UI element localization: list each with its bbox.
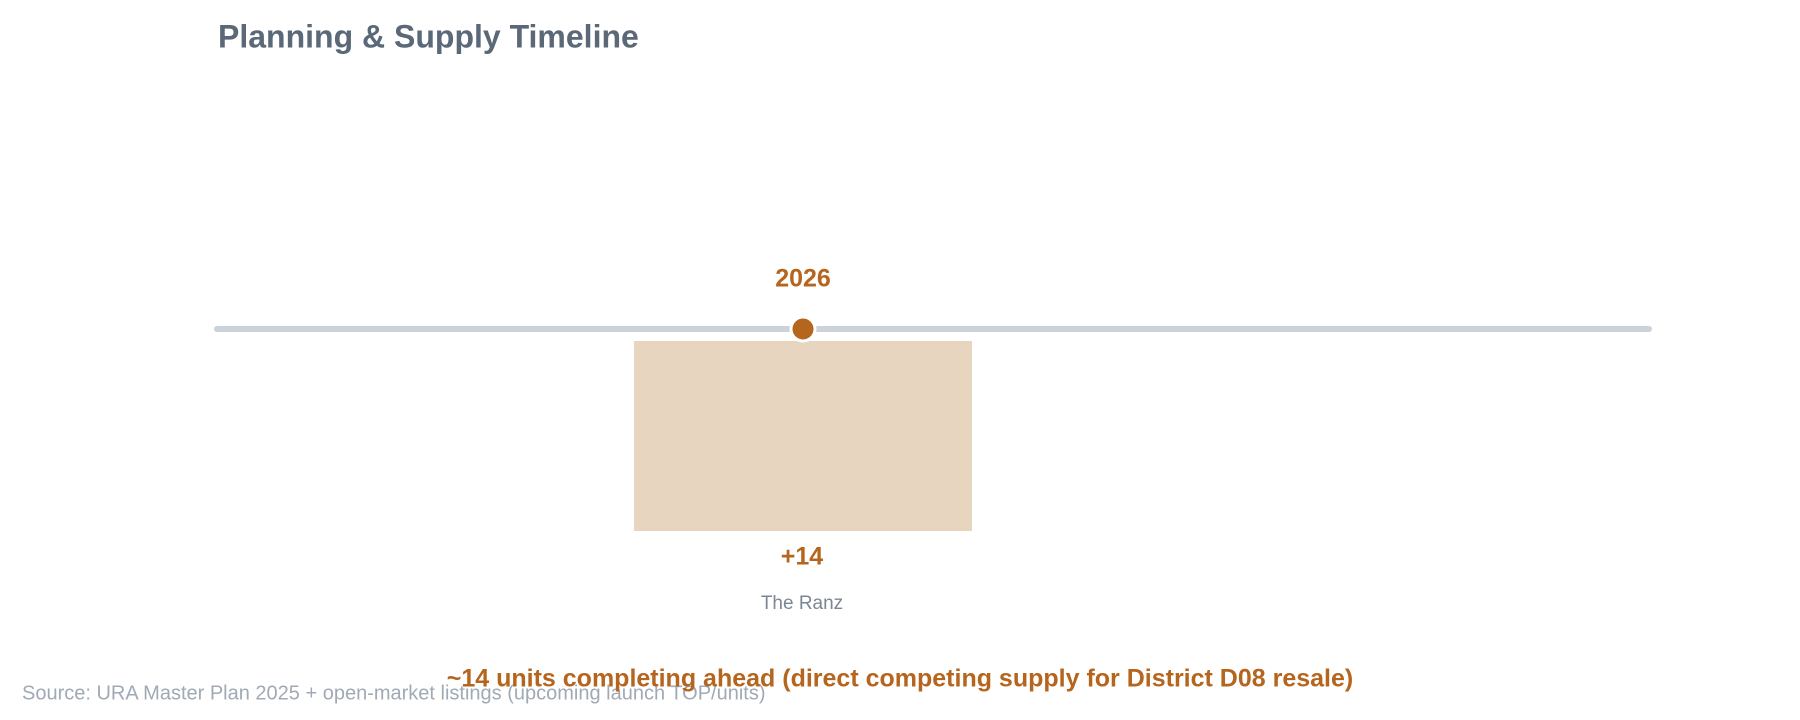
- source-note: Source: URA Master Plan 2025 + open-mark…: [22, 682, 766, 704]
- supply-block: [634, 341, 972, 531]
- event-year: 2026: [775, 265, 831, 293]
- event-project: The Ranz: [761, 593, 843, 614]
- timeline-marker: [789, 315, 817, 343]
- summary-note: ~14 units completing ahead (direct compe…: [447, 665, 1353, 693]
- panel-title: Planning & Supply Timeline: [218, 18, 639, 54]
- event-units: +14: [781, 543, 824, 571]
